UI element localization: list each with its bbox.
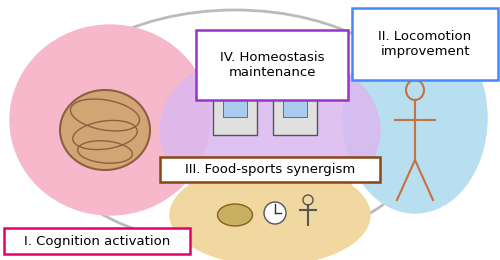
Bar (160, 157, 380, 182)
Ellipse shape (343, 23, 487, 213)
Ellipse shape (160, 50, 380, 210)
Text: III. Food-sports synergism: III. Food-sports synergism (185, 163, 355, 176)
Ellipse shape (10, 25, 210, 215)
Text: IV. Homeostasis
maintenance: IV. Homeostasis maintenance (220, 51, 324, 79)
Bar (223, 95, 247, 117)
Bar (352, 8, 498, 80)
Text: I. Cognition activation: I. Cognition activation (24, 235, 170, 248)
Ellipse shape (264, 202, 286, 224)
Bar (273, 85, 317, 135)
Text: II. Locomotion
improvement: II. Locomotion improvement (378, 30, 472, 58)
Bar (196, 30, 348, 100)
Bar (4, 228, 190, 254)
Ellipse shape (170, 165, 370, 260)
Bar (213, 85, 257, 135)
Ellipse shape (218, 204, 252, 226)
Ellipse shape (60, 90, 150, 170)
Bar (283, 95, 307, 117)
